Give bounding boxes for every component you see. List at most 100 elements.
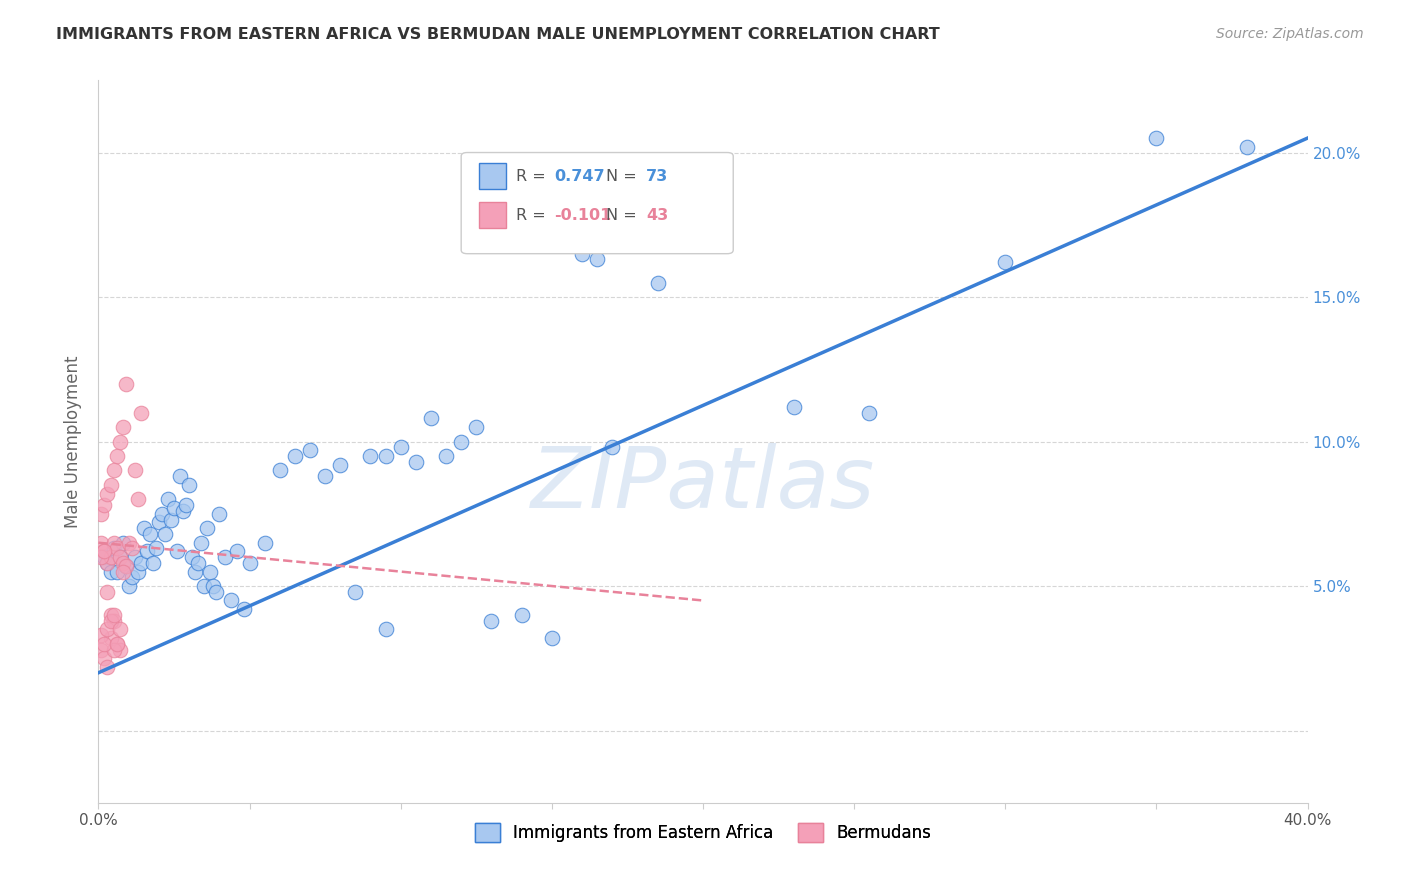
Point — [96, 623, 118, 637]
Point — [127, 565, 149, 579]
Point — [108, 550, 131, 565]
Point — [314, 469, 336, 483]
Point — [858, 406, 880, 420]
Point — [108, 642, 131, 657]
Text: Source: ZipAtlas.com: Source: ZipAtlas.com — [1216, 27, 1364, 41]
Point — [90, 628, 112, 642]
Point — [145, 541, 167, 556]
Point — [100, 607, 122, 622]
Point — [169, 469, 191, 483]
FancyBboxPatch shape — [461, 153, 734, 253]
Point — [187, 556, 209, 570]
Text: -0.101: -0.101 — [554, 208, 612, 223]
Point — [329, 458, 352, 472]
Text: 43: 43 — [647, 208, 668, 223]
Point — [103, 642, 125, 657]
FancyBboxPatch shape — [479, 163, 506, 189]
Point — [160, 512, 183, 526]
Point — [202, 579, 225, 593]
Point — [111, 556, 134, 570]
Point — [103, 463, 125, 477]
Point — [200, 565, 222, 579]
Point — [93, 550, 115, 565]
Point — [93, 544, 115, 558]
Point — [214, 550, 236, 565]
Y-axis label: Male Unemployment: Male Unemployment — [65, 355, 83, 528]
Text: ZIPatlas: ZIPatlas — [531, 443, 875, 526]
Point — [93, 544, 115, 558]
Point — [114, 558, 136, 573]
Point — [156, 492, 179, 507]
Point — [586, 252, 609, 267]
Point — [374, 449, 396, 463]
Text: 0.747: 0.747 — [554, 169, 605, 184]
Point — [103, 535, 125, 549]
Point — [540, 631, 562, 645]
FancyBboxPatch shape — [479, 202, 506, 228]
Point — [166, 544, 188, 558]
Point — [90, 507, 112, 521]
Point — [124, 550, 146, 565]
Point — [111, 535, 134, 549]
Point — [226, 544, 249, 558]
Point — [93, 498, 115, 512]
Point — [142, 556, 165, 570]
Point — [190, 535, 212, 549]
Point — [105, 637, 128, 651]
Text: R =: R = — [516, 169, 551, 184]
Point — [103, 541, 125, 556]
Point — [105, 449, 128, 463]
Point — [221, 593, 243, 607]
Point — [616, 218, 638, 232]
Point — [269, 463, 291, 477]
Point — [100, 565, 122, 579]
Point — [405, 455, 427, 469]
Point — [299, 443, 322, 458]
Text: N =: N = — [606, 169, 643, 184]
Point — [129, 406, 152, 420]
Point — [994, 255, 1017, 269]
Point — [571, 246, 593, 260]
Point — [108, 550, 131, 565]
Point — [108, 434, 131, 449]
Point — [434, 449, 457, 463]
Point — [121, 541, 143, 556]
Point — [195, 521, 218, 535]
Point — [96, 584, 118, 599]
Point — [174, 498, 197, 512]
Point — [96, 556, 118, 570]
Point — [181, 550, 204, 565]
Point — [105, 541, 128, 556]
Point — [90, 642, 112, 657]
Point — [105, 565, 128, 579]
Point — [208, 507, 231, 521]
Point — [420, 411, 443, 425]
Point — [127, 492, 149, 507]
Point — [193, 579, 215, 593]
Point — [118, 579, 141, 593]
Point — [114, 558, 136, 573]
Point — [205, 584, 228, 599]
Point — [135, 544, 157, 558]
Point — [253, 535, 276, 549]
Legend: Immigrants from Eastern Africa, Bermudans: Immigrants from Eastern Africa, Bermudan… — [468, 816, 938, 848]
Point — [360, 449, 382, 463]
Point — [139, 527, 162, 541]
Point — [114, 376, 136, 391]
Point — [124, 463, 146, 477]
Point — [103, 607, 125, 622]
Point — [239, 556, 262, 570]
Point — [90, 535, 112, 549]
Text: 73: 73 — [647, 169, 668, 184]
Point — [96, 556, 118, 570]
Point — [90, 550, 112, 565]
Point — [172, 504, 194, 518]
Point — [96, 660, 118, 674]
Point — [1144, 131, 1167, 145]
Point — [108, 623, 131, 637]
Point — [150, 507, 173, 521]
Point — [647, 276, 669, 290]
Point — [450, 434, 472, 449]
Point — [389, 440, 412, 454]
Point — [132, 521, 155, 535]
